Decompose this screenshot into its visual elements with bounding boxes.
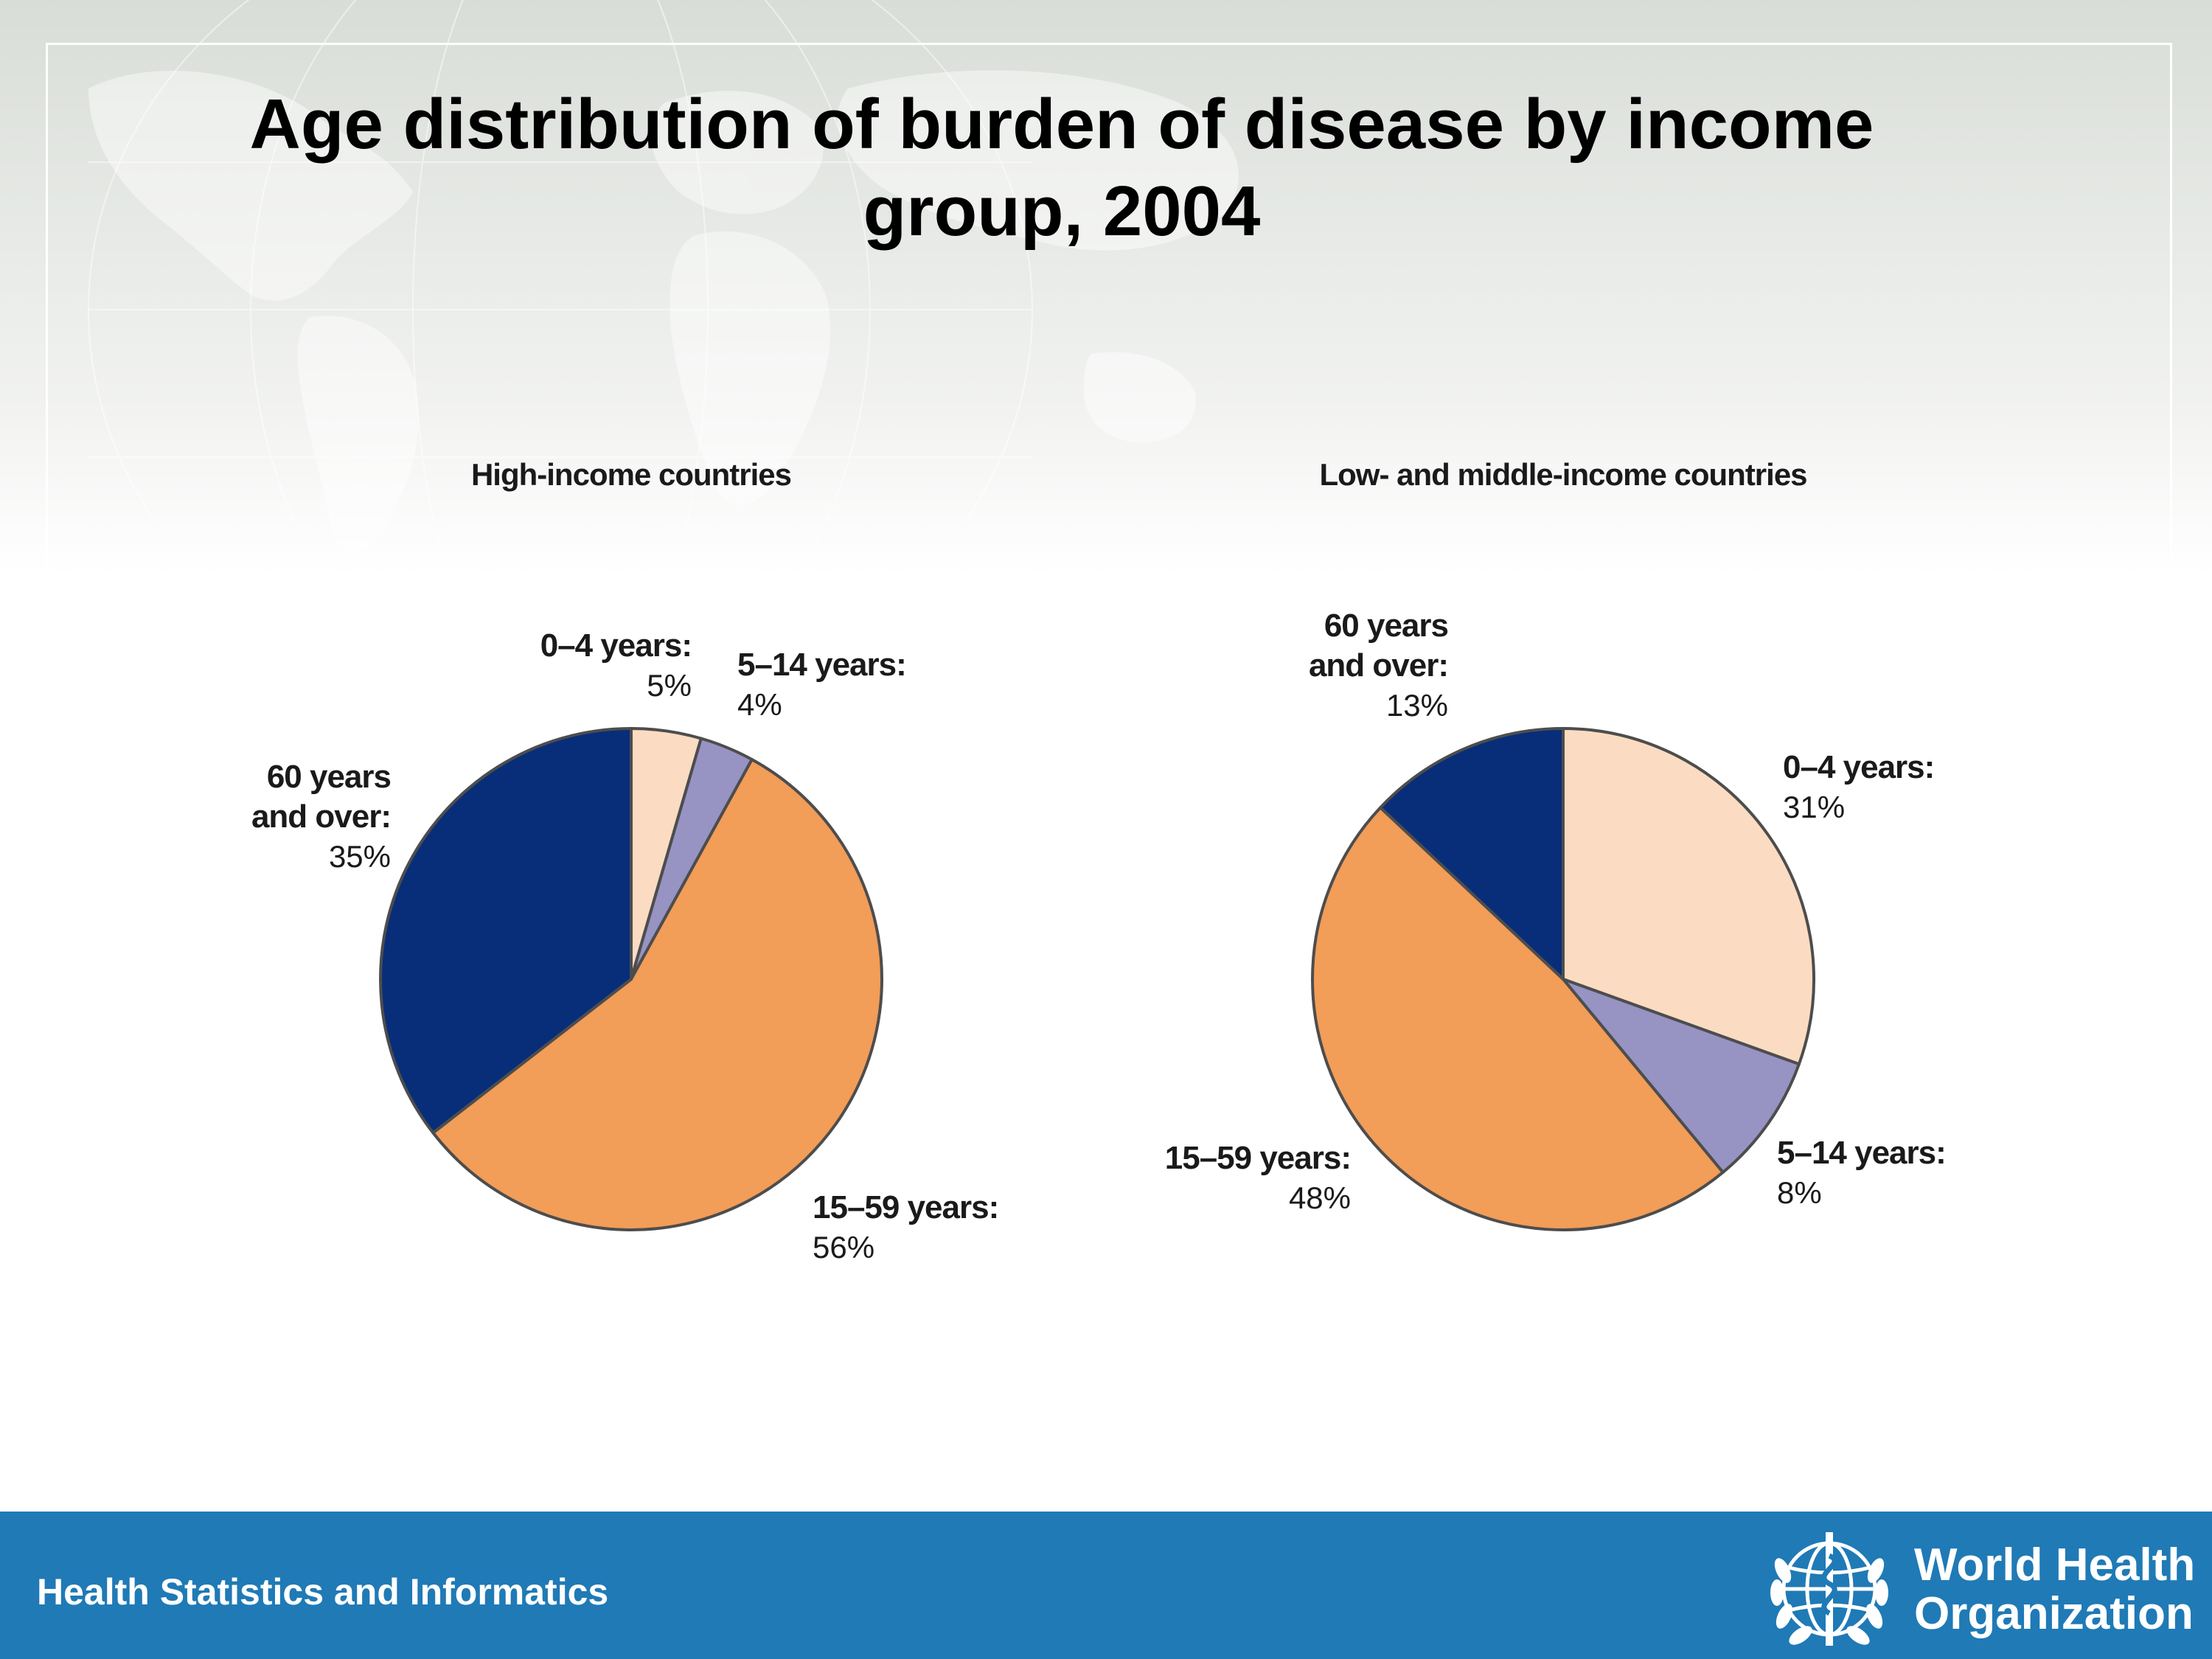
title-line-1: Age distribution of burden of disease by… (249, 85, 1874, 164)
pie-slice (1311, 806, 1725, 1231)
slide-frame (46, 43, 2172, 780)
slide-title: Age distribution of burden of disease by… (88, 81, 2035, 255)
who-emblem-icon (1770, 1532, 1888, 1646)
who-name-line-2: Organization (1914, 1588, 2194, 1639)
who-wordmark: World Health Organization (1914, 1541, 2195, 1638)
title-line-2: group, 2004 (863, 172, 1261, 251)
slice-label: 15–59 years: (1165, 1140, 1351, 1176)
slice-value-label: 56% (813, 1230, 874, 1265)
world-map-watermark (88, 0, 1239, 590)
chart-title: High-income countries (471, 457, 791, 492)
pie-slice (431, 758, 883, 1231)
footer-bar (0, 1512, 2212, 1659)
slice-value-label: 13% (1386, 688, 1448, 723)
slice-value-label: 48% (1289, 1180, 1351, 1215)
slice-value-label: 5% (647, 668, 692, 703)
slice-label: and over: (251, 799, 391, 835)
pie-slice (379, 727, 633, 1135)
pie-slice (1562, 727, 1815, 1066)
who-name-line-1: World Health (1914, 1540, 2196, 1590)
pie-charts: High-income countries 0–4 years: 5% 5–14 ye… (251, 457, 1947, 1265)
footer-department-label: Health Statistics and Informatics (37, 1571, 609, 1613)
slice-label: and over: (1309, 647, 1448, 684)
slice-value-label: 4% (737, 687, 782, 722)
slice-label: 60 years (1324, 608, 1448, 644)
slice-value-label: 31% (1783, 790, 1845, 824)
pie-slice (1379, 727, 1565, 981)
chart-title: Low- and middle-income countries (1319, 457, 1806, 492)
slice-label: 0–4 years: (1783, 749, 1934, 785)
slice-value-label: 8% (1777, 1175, 1822, 1210)
pie-slice (1562, 978, 1801, 1174)
slice-value-label: 35% (329, 839, 391, 874)
slice-label: 5–14 years: (1777, 1135, 1946, 1171)
slice-label: 5–14 years: (737, 647, 906, 683)
slice-label: 60 years (267, 759, 391, 795)
slide-background (0, 0, 2212, 1512)
slice-label: 15–59 years: (813, 1189, 998, 1225)
slice-label: 0–4 years: (540, 627, 692, 664)
